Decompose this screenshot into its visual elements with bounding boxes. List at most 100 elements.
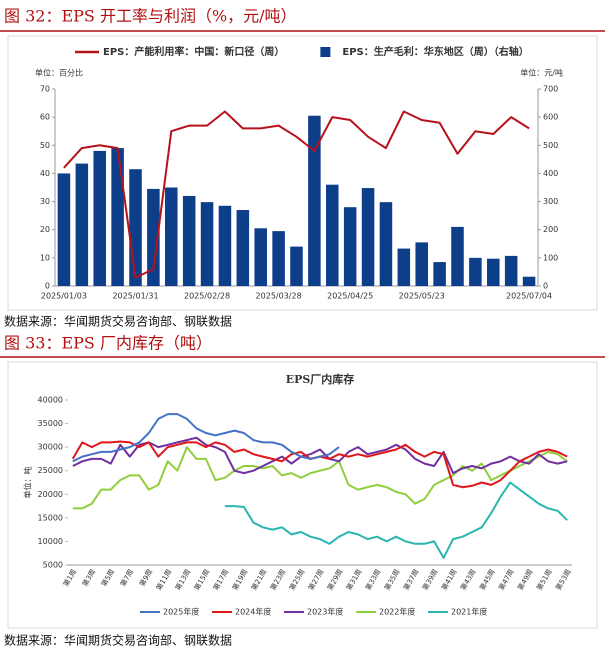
bar — [129, 169, 142, 286]
legend-label: EPS：生产毛利：华东地区（周）（右轴） — [342, 45, 528, 58]
bar — [165, 187, 178, 286]
bar — [290, 246, 303, 286]
y-tick-label: 5000 — [43, 561, 63, 570]
y-tick-label: 10 — [40, 253, 50, 262]
legend-label: 2021年度 — [451, 607, 487, 617]
y2-tick-label: 0 — [543, 282, 548, 291]
y-tick-label: 70 — [40, 85, 50, 94]
y-axis-label: 单位：吨 — [23, 467, 33, 499]
bar — [522, 276, 536, 286]
x-tick-label: 第51周 — [534, 568, 553, 592]
y-tick-label: 30 — [40, 197, 50, 206]
x-tick-label: 2025/07/04 — [506, 292, 552, 301]
bar — [379, 202, 393, 286]
series-line — [224, 481, 568, 559]
x-tick-label: 第5周 — [99, 568, 116, 588]
y-tick-label: 40000 — [38, 396, 63, 405]
bar — [308, 115, 321, 286]
x-tick-label: 第45周 — [477, 568, 496, 592]
x-tick-label: 2025/05/23 — [399, 292, 445, 301]
bar — [57, 173, 71, 286]
bar — [343, 207, 357, 286]
bar — [433, 262, 446, 286]
legend-label: 2025年度 — [163, 607, 199, 617]
y-tick-label: 15000 — [38, 513, 63, 522]
y-tick-label: 10000 — [38, 537, 63, 546]
series-line — [72, 436, 568, 475]
x-tick-label: 第11周 — [154, 568, 173, 592]
x-tick-label: 第7周 — [118, 568, 135, 588]
bar — [182, 195, 196, 286]
x-tick-label: 2025/02/28 — [184, 292, 230, 301]
series-line — [72, 413, 340, 463]
x-tick-label: 第31周 — [344, 568, 363, 592]
x-tick-label: 第25周 — [287, 568, 306, 592]
y2-tick-label: 100 — [543, 253, 558, 262]
series-line — [71, 440, 568, 489]
x-tick-label: 2025/01/03 — [41, 292, 87, 301]
x-tick-label: 第41周 — [439, 568, 458, 592]
y2-tick-label: 200 — [543, 225, 558, 234]
bar — [75, 163, 89, 286]
x-tick-label: 第29周 — [325, 568, 344, 592]
x-tick-label: 第39周 — [420, 568, 439, 592]
x-tick-label: 第15周 — [192, 568, 211, 592]
bar — [415, 242, 428, 286]
y2-tick-label: 400 — [543, 169, 558, 178]
chart-frame — [7, 35, 598, 311]
bar — [218, 205, 232, 286]
x-tick-label: 第33周 — [363, 568, 382, 592]
bar — [504, 255, 518, 286]
bar — [451, 226, 464, 286]
x-tick-label: 第43周 — [458, 568, 477, 592]
bar — [111, 148, 124, 286]
y-tick-label: 20000 — [38, 490, 63, 499]
legend-swatch — [320, 47, 331, 57]
legend-label: EPS：产能利用率：中国：新口径（周） — [103, 45, 284, 58]
figure-caption: 图 32：EPS 开工率与利润（%，元/吨） — [4, 7, 297, 26]
bar — [254, 228, 267, 286]
bar — [200, 202, 214, 286]
bar — [397, 248, 411, 286]
y2-tick-label: 500 — [543, 141, 558, 150]
bar — [469, 257, 482, 286]
x-tick-label: 第37周 — [401, 568, 420, 592]
x-tick-label: 第27周 — [306, 568, 325, 592]
legend-label: 2022年度 — [379, 607, 415, 617]
x-tick-label: 第13周 — [173, 568, 192, 592]
y2-tick-label: 700 — [543, 85, 558, 94]
y-tick-label: 60 — [40, 113, 50, 122]
chart-frame — [7, 361, 598, 629]
bar — [326, 184, 339, 286]
y-tick-label: 30000 — [38, 443, 63, 452]
figure-caption: 图 33：EPS 厂内库存（吨） — [4, 334, 212, 353]
figure-source: 数据来源：华闻期货交易咨询部、钢联数据 — [4, 633, 232, 648]
x-tick-label: 第21周 — [249, 568, 268, 592]
chart-title: EPS厂内库存 — [286, 372, 355, 386]
x-tick-label: 第1周 — [61, 568, 78, 588]
y-tick-label: 35000 — [38, 419, 63, 428]
x-tick-label: 第53周 — [553, 568, 572, 592]
bar — [147, 188, 160, 286]
y-tick-label: 50 — [40, 141, 50, 150]
bar — [361, 188, 375, 286]
y-unit-label: 单位：百分比 — [35, 68, 83, 78]
figure-source: 数据来源：华闻期货交易咨询部、钢联数据 — [4, 314, 232, 329]
x-tick-label: 第9周 — [137, 568, 154, 588]
series-line — [72, 446, 568, 510]
y-tick-label: 25000 — [38, 466, 63, 475]
y-tick-label: 0 — [45, 282, 50, 291]
bar — [272, 231, 285, 286]
x-tick-label: 2025/04/25 — [327, 292, 373, 301]
legend-label: 2023年度 — [307, 607, 343, 617]
x-tick-label: 第19周 — [230, 568, 249, 592]
y2-unit-label: 单位：元/吨 — [520, 68, 563, 78]
x-tick-label: 2025/01/31 — [112, 292, 158, 301]
x-tick-label: 第23周 — [268, 568, 287, 592]
y2-tick-label: 600 — [543, 113, 558, 122]
x-tick-label: 第47周 — [496, 568, 515, 592]
legend-label: 2024年度 — [235, 607, 271, 617]
y-tick-label: 20 — [40, 225, 50, 234]
x-tick-label: 第35周 — [382, 568, 401, 592]
